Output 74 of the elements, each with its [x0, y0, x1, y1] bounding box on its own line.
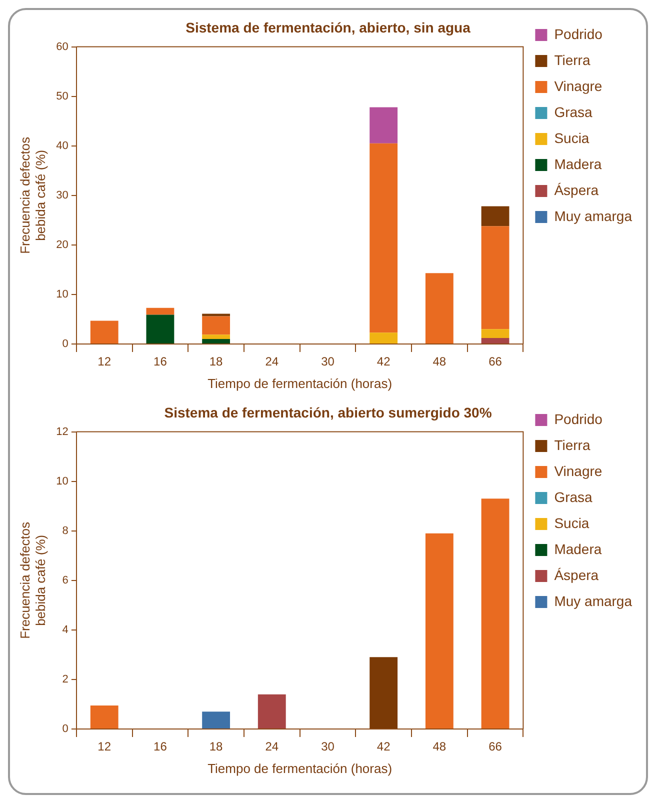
- y-tick-label: 10: [56, 475, 68, 488]
- x-tick-label: 18: [209, 740, 224, 754]
- bar: [90, 705, 118, 728]
- x-tick-label: 48: [432, 354, 446, 369]
- bar: [202, 314, 230, 316]
- x-tick-label: 16: [154, 354, 168, 369]
- y-tick-label: 40: [56, 140, 68, 152]
- x-tick-label: 16: [154, 740, 168, 754]
- y-tick-label: 4: [62, 624, 68, 636]
- chart-title: Sistema de fermentación, abierto sumergido 30%: [164, 404, 492, 420]
- legend-label: Grasa: [554, 104, 593, 120]
- bar: [425, 273, 454, 344]
- x-tick-label: 30: [321, 740, 335, 754]
- bar: [202, 316, 230, 335]
- y-tick-label: 60: [56, 40, 68, 53]
- legend-label: Podrido: [554, 410, 603, 427]
- x-tick-label: 18: [209, 354, 224, 369]
- x-tick-label: 24: [265, 354, 279, 369]
- bar: [258, 694, 286, 728]
- bar: [425, 533, 454, 728]
- y-tick-label: 10: [56, 288, 68, 300]
- bar: [202, 334, 230, 340]
- bar: [146, 314, 174, 344]
- x-tick-label: 66: [488, 740, 502, 754]
- legend-label: Áspera: [554, 566, 599, 583]
- bar: [90, 320, 118, 344]
- bar: [370, 657, 398, 728]
- x-tick-label: 24: [265, 740, 279, 754]
- legend-label: Tierra: [554, 436, 590, 453]
- bar: [146, 308, 174, 315]
- y-tick-label: 30: [56, 189, 68, 202]
- legend-label: Sucia: [554, 514, 590, 531]
- bar: [202, 712, 230, 728]
- y-tick-label: 20: [56, 238, 68, 251]
- legend-label: Grasa: [554, 488, 593, 505]
- bar: [481, 338, 510, 344]
- legend-label: Vinagre: [554, 462, 602, 479]
- legend-label: Muy amarga: [554, 208, 632, 224]
- x-tick-label: 12: [98, 740, 112, 754]
- legend-label: Vinagre: [554, 78, 602, 94]
- y-axis-title: Frecuencia defectos bebida café (%): [17, 136, 48, 254]
- legend-label: Muy amarga: [554, 592, 632, 609]
- legend-label: Madera: [554, 540, 602, 557]
- x-tick-label: 48: [432, 740, 446, 754]
- y-tick-label: 8: [62, 524, 68, 537]
- y-tick-label: 6: [62, 574, 68, 586]
- x-tick-label: 42: [376, 740, 391, 754]
- bar: [481, 226, 510, 330]
- x-tick-label: 30: [321, 354, 335, 369]
- x-tick-label: 42: [376, 354, 391, 369]
- legend-label: Sucia: [554, 130, 590, 146]
- rounded-frame: Tiempo de fermentación (horas) Frecuencia defectos bebida café (%) Podrido Tierra Vinagre Grasa Sucia Madera Áspera Muy amarga Sistema de fermentación, abierto, sin agua 12 16 18 24 30 42 48 66 0 10 20 30 40 50 60 Tiempo de fermentación (horas) Frecuencia defectos bebida café (%) Podrido Tierra Vinagre Grasa Sucia Madera Áspera Muy amarga Sistema de fermentación, abierto sumergido 30% 12 16 18 24 30 42 48 66 0 2 4 6 8 10 12: [8, 8, 648, 795]
- y-tick-label: 0: [62, 723, 68, 736]
- bar: [370, 332, 398, 344]
- x-tick-label: 12: [98, 354, 112, 369]
- y-tick-label: 12: [56, 426, 68, 438]
- bar: [481, 498, 510, 728]
- y-tick-label: 2: [62, 674, 68, 686]
- x-axis-title: Tiempo de fermentación (horas): [208, 760, 392, 776]
- bar: [370, 107, 398, 144]
- legend-label: Madera: [554, 156, 602, 172]
- legend-label: Tierra: [554, 52, 590, 68]
- bar: [370, 143, 398, 333]
- chart-title: Sistema de fermentación, abierto, sin agua: [186, 19, 471, 36]
- x-axis-title: Tiempo de fermentación (horas): [208, 376, 392, 391]
- bar: [481, 329, 510, 338]
- x-tick-label: 66: [488, 354, 502, 369]
- legend-label: Podrido: [554, 26, 603, 42]
- legend-label: Áspera: [554, 182, 599, 198]
- y-axis-title: Frecuencia defectos bebida café (%): [17, 521, 48, 639]
- bar: [202, 339, 230, 344]
- y-tick-label: 50: [56, 90, 68, 102]
- y-tick-label: 0: [62, 338, 68, 350]
- bar: [481, 206, 510, 226]
